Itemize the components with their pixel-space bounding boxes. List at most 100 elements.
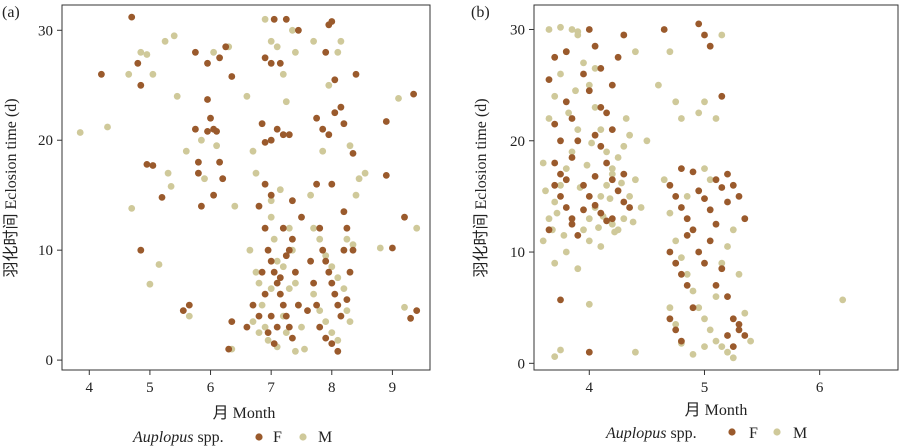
data-point-f (137, 81, 145, 89)
data-point-m (328, 329, 336, 336)
data-point-f (349, 150, 357, 157)
data-point-m (666, 48, 674, 56)
data-point-f (270, 340, 278, 347)
data-point-f (580, 70, 587, 78)
data-point-m (246, 246, 254, 254)
y-tick-label: 0 (46, 353, 54, 369)
data-point-f (204, 59, 211, 67)
data-point-f (267, 312, 275, 320)
data-point-f (551, 159, 559, 167)
data-point-f (557, 170, 564, 178)
data-point-f (382, 118, 390, 125)
data-point-f (292, 268, 299, 276)
data-point-f (382, 172, 390, 179)
data-point-f (701, 31, 708, 39)
x-tick-label: 4 (586, 380, 594, 396)
x-tick-label: 5 (701, 380, 709, 396)
data-point-f (718, 265, 726, 273)
data-point-f (267, 136, 275, 144)
legend-label-f: F (273, 429, 282, 446)
data-point-f (597, 142, 605, 150)
data-point-m (606, 195, 614, 203)
data-point-m (611, 228, 618, 236)
data-point-f (349, 246, 357, 254)
data-point-f (282, 312, 290, 320)
data-point-m (264, 336, 272, 344)
data-point-f (295, 301, 302, 309)
data-points (539, 20, 847, 362)
x-axis-title: 月 Month (685, 402, 748, 419)
data-point-f (331, 290, 339, 298)
data-point-f (620, 198, 628, 206)
data-point-m (542, 187, 549, 195)
data-point-f (261, 224, 269, 232)
data-point-m (666, 209, 674, 217)
data-point-m (724, 243, 731, 250)
data-point-m (689, 287, 697, 295)
data-point-m (557, 23, 564, 31)
data-point-f (401, 213, 408, 221)
data-point-f (185, 301, 193, 309)
data-point-f (273, 323, 281, 331)
data-point-f (591, 201, 599, 209)
data-point-m (747, 337, 754, 345)
data-point-m (580, 59, 587, 67)
data-point-f (128, 13, 136, 21)
data-point-m (551, 198, 559, 206)
data-point-f (285, 246, 293, 254)
data-point-f (261, 139, 269, 146)
data-point-f (204, 96, 211, 103)
data-point-f (343, 296, 351, 303)
plot-frame (533, 4, 899, 371)
data-point-f (568, 215, 576, 223)
data-point-m (551, 259, 559, 267)
data-point-m (695, 304, 703, 312)
data-point-m (591, 104, 599, 111)
data-point-f (267, 257, 275, 265)
data-point-m (551, 92, 559, 100)
data-point-m (334, 48, 342, 56)
data-point-m (258, 301, 266, 309)
data-point-f (337, 312, 345, 320)
data-point-m (167, 183, 175, 190)
data-point-f (137, 246, 145, 254)
data-point-m (325, 81, 333, 89)
data-point-m (343, 307, 351, 314)
data-point-m (307, 191, 314, 199)
data-point-m (585, 215, 593, 223)
data-point-m (413, 224, 421, 232)
data-point-m (597, 193, 605, 200)
data-point-f (313, 114, 320, 122)
data-point-f (741, 215, 749, 223)
data-point-m (568, 148, 576, 156)
data-point-m (282, 329, 290, 336)
data-point-m (337, 37, 345, 45)
data-point-f (614, 187, 622, 195)
data-point-f (678, 165, 685, 173)
data-point-f (334, 347, 342, 355)
data-point-f (695, 187, 703, 195)
data-point-m (565, 109, 572, 117)
data-point-m (695, 109, 703, 117)
data-point-m (252, 169, 260, 177)
data-point-f (198, 202, 205, 210)
data-point-m (620, 142, 628, 150)
data-point-f (289, 235, 296, 243)
data-point-m (164, 169, 172, 177)
data-point-m (574, 265, 582, 273)
data-point-m (322, 318, 330, 325)
data-point-m (334, 274, 342, 282)
data-point-m (395, 95, 402, 102)
data-point-f (701, 195, 708, 203)
data-point-f (225, 345, 233, 353)
x-tick-label: 4 (86, 380, 94, 396)
data-point-f (261, 180, 269, 188)
data-point-m (210, 48, 218, 56)
data-point-m (557, 346, 564, 354)
data-point-m (632, 48, 639, 56)
data-point-m (243, 92, 251, 100)
data-point-m (213, 142, 221, 150)
data-point-m (155, 261, 163, 268)
data-point-m (562, 248, 570, 256)
data-point-f (585, 87, 593, 95)
